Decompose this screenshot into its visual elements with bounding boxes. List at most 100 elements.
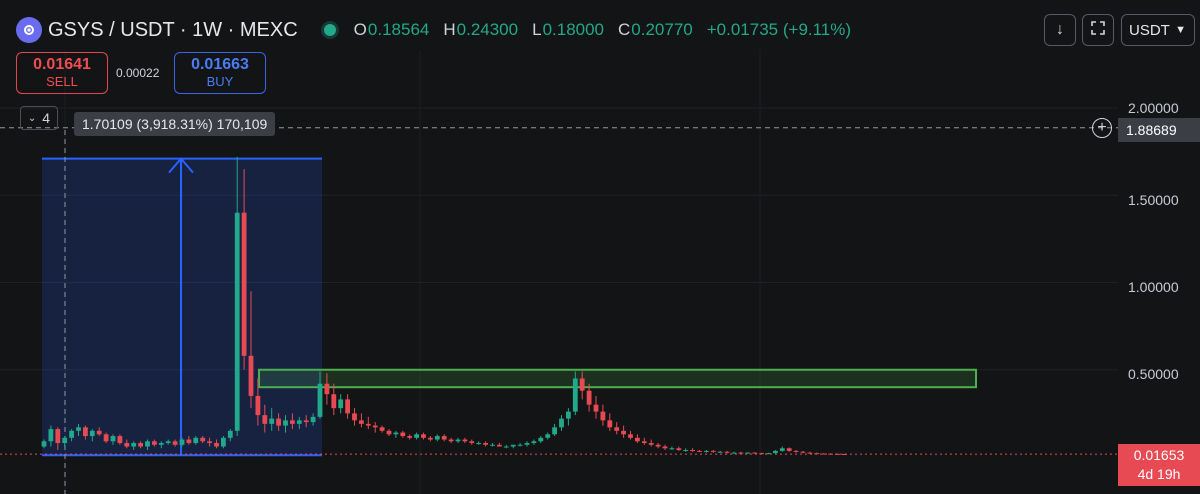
plus-circle-icon[interactable]: +: [1092, 118, 1112, 138]
candle-body: [372, 425, 378, 428]
candle-body: [62, 437, 68, 444]
candle-body: [283, 420, 288, 426]
candle-body: [710, 450, 716, 452]
download-button[interactable]: ↓: [1044, 14, 1076, 46]
candle-body: [48, 429, 54, 442]
candle-body: [117, 436, 123, 444]
close-label: C: [618, 20, 631, 39]
candle-body: [441, 436, 447, 440]
candle-body: [393, 432, 399, 435]
measure-label: 1.70109 (3,918.31%) 170,109: [74, 112, 276, 136]
candle-body: [352, 413, 357, 421]
candle-body: [807, 452, 813, 454]
y-tick-label: 1.50000: [1128, 192, 1179, 208]
candle-body: [386, 430, 392, 435]
candle-body: [621, 430, 626, 435]
sell-price: 0.01641: [33, 56, 91, 73]
symbol-title[interactable]: GSYS / USDT · 1W · MEXC: [48, 18, 298, 41]
candle-body: [676, 448, 682, 451]
candle-body: [538, 437, 544, 442]
candle-body: [124, 443, 130, 447]
indicators-toggle[interactable]: ⌄ 4: [20, 106, 58, 130]
candle-body: [262, 415, 268, 424]
market-status-dot: [323, 24, 336, 36]
candle-countdown: 4d 19h: [1137, 466, 1181, 482]
candle-body: [476, 443, 482, 445]
low-label: L: [532, 20, 542, 39]
candle-body: [172, 441, 178, 445]
candle-body: [517, 444, 523, 446]
candle-body: [110, 436, 116, 442]
candle-body: [55, 429, 61, 444]
candle-body: [462, 439, 468, 442]
sell-label: SELL: [46, 74, 78, 89]
currency-value: USDT: [1129, 21, 1170, 39]
candle-body: [524, 443, 530, 445]
candle-body: [697, 450, 702, 452]
resistance-zone: [258, 368, 977, 389]
candle-body: [641, 441, 647, 444]
chevron-down-icon: ▼: [1175, 24, 1186, 36]
candle-body: [800, 451, 806, 453]
candle-body: [331, 394, 337, 409]
buy-price: 0.01663: [191, 56, 249, 73]
last-price-value: 0.01653: [1133, 447, 1185, 463]
candle-body: [96, 430, 102, 435]
candle-body: [690, 450, 695, 452]
open-label: O: [353, 20, 367, 39]
candle-body: [669, 448, 675, 450]
candle-body: [158, 443, 164, 445]
high-value: 0.24300: [456, 20, 519, 39]
candle-body: [296, 420, 302, 424]
y-tick-label: 1.00000: [1128, 279, 1179, 295]
fullscreen-icon: [1090, 20, 1106, 41]
candle-body: [428, 437, 433, 440]
candle-body: [579, 378, 585, 391]
candle-body: [655, 444, 661, 447]
candle-body: [338, 399, 344, 409]
candle-body: [793, 450, 799, 452]
candle-body: [545, 434, 551, 438]
sell-button[interactable]: 0.01641 SELL: [16, 52, 108, 94]
buy-label: BUY: [206, 74, 234, 89]
candle-body: [662, 446, 668, 449]
ohlc-values: O0.18564 H0.24300 L0.18000 C0.20770 +0.0…: [354, 20, 851, 40]
candle-body: [421, 434, 426, 438]
candle-body: [407, 436, 413, 438]
candle-body: [193, 437, 199, 444]
candle-body: [683, 450, 689, 452]
high-label: H: [443, 20, 456, 39]
candle-body: [759, 453, 764, 455]
candle-body: [227, 430, 233, 438]
candle-body: [165, 441, 171, 444]
buy-button[interactable]: 0.01663 BUY: [174, 52, 266, 94]
candle-body: [510, 444, 516, 447]
indicator-count: 4: [42, 110, 51, 126]
symbol-header: GSYS / USDT · 1W · MEXC O0.18564 H0.2430…: [16, 14, 851, 46]
currency-select[interactable]: USDT ▼: [1121, 14, 1195, 46]
candle-body: [586, 390, 592, 405]
candle-body: [365, 423, 371, 426]
candle-body: [490, 444, 495, 446]
candle-body: [497, 444, 502, 447]
candle-body: [600, 411, 606, 421]
candle-body: [76, 427, 81, 431]
candle-body: [842, 454, 847, 456]
candle-body: [303, 420, 309, 423]
candle-body: [179, 439, 185, 445]
change-value: +0.01735 (+9.11%): [706, 20, 852, 39]
candle-body: [448, 439, 454, 442]
candle-body: [145, 441, 150, 447]
candle-body: [400, 432, 406, 437]
candle-body: [628, 434, 633, 438]
y-tick-label: 0.50000: [1128, 366, 1179, 382]
candle-body: [255, 395, 261, 416]
candle-body: [324, 383, 330, 395]
candle-body: [469, 441, 475, 444]
fullscreen-button[interactable]: [1082, 14, 1114, 46]
candle-body: [248, 355, 254, 396]
low-value: 0.18000: [542, 20, 605, 39]
candle-body: [69, 430, 74, 438]
candle-body: [89, 430, 95, 437]
